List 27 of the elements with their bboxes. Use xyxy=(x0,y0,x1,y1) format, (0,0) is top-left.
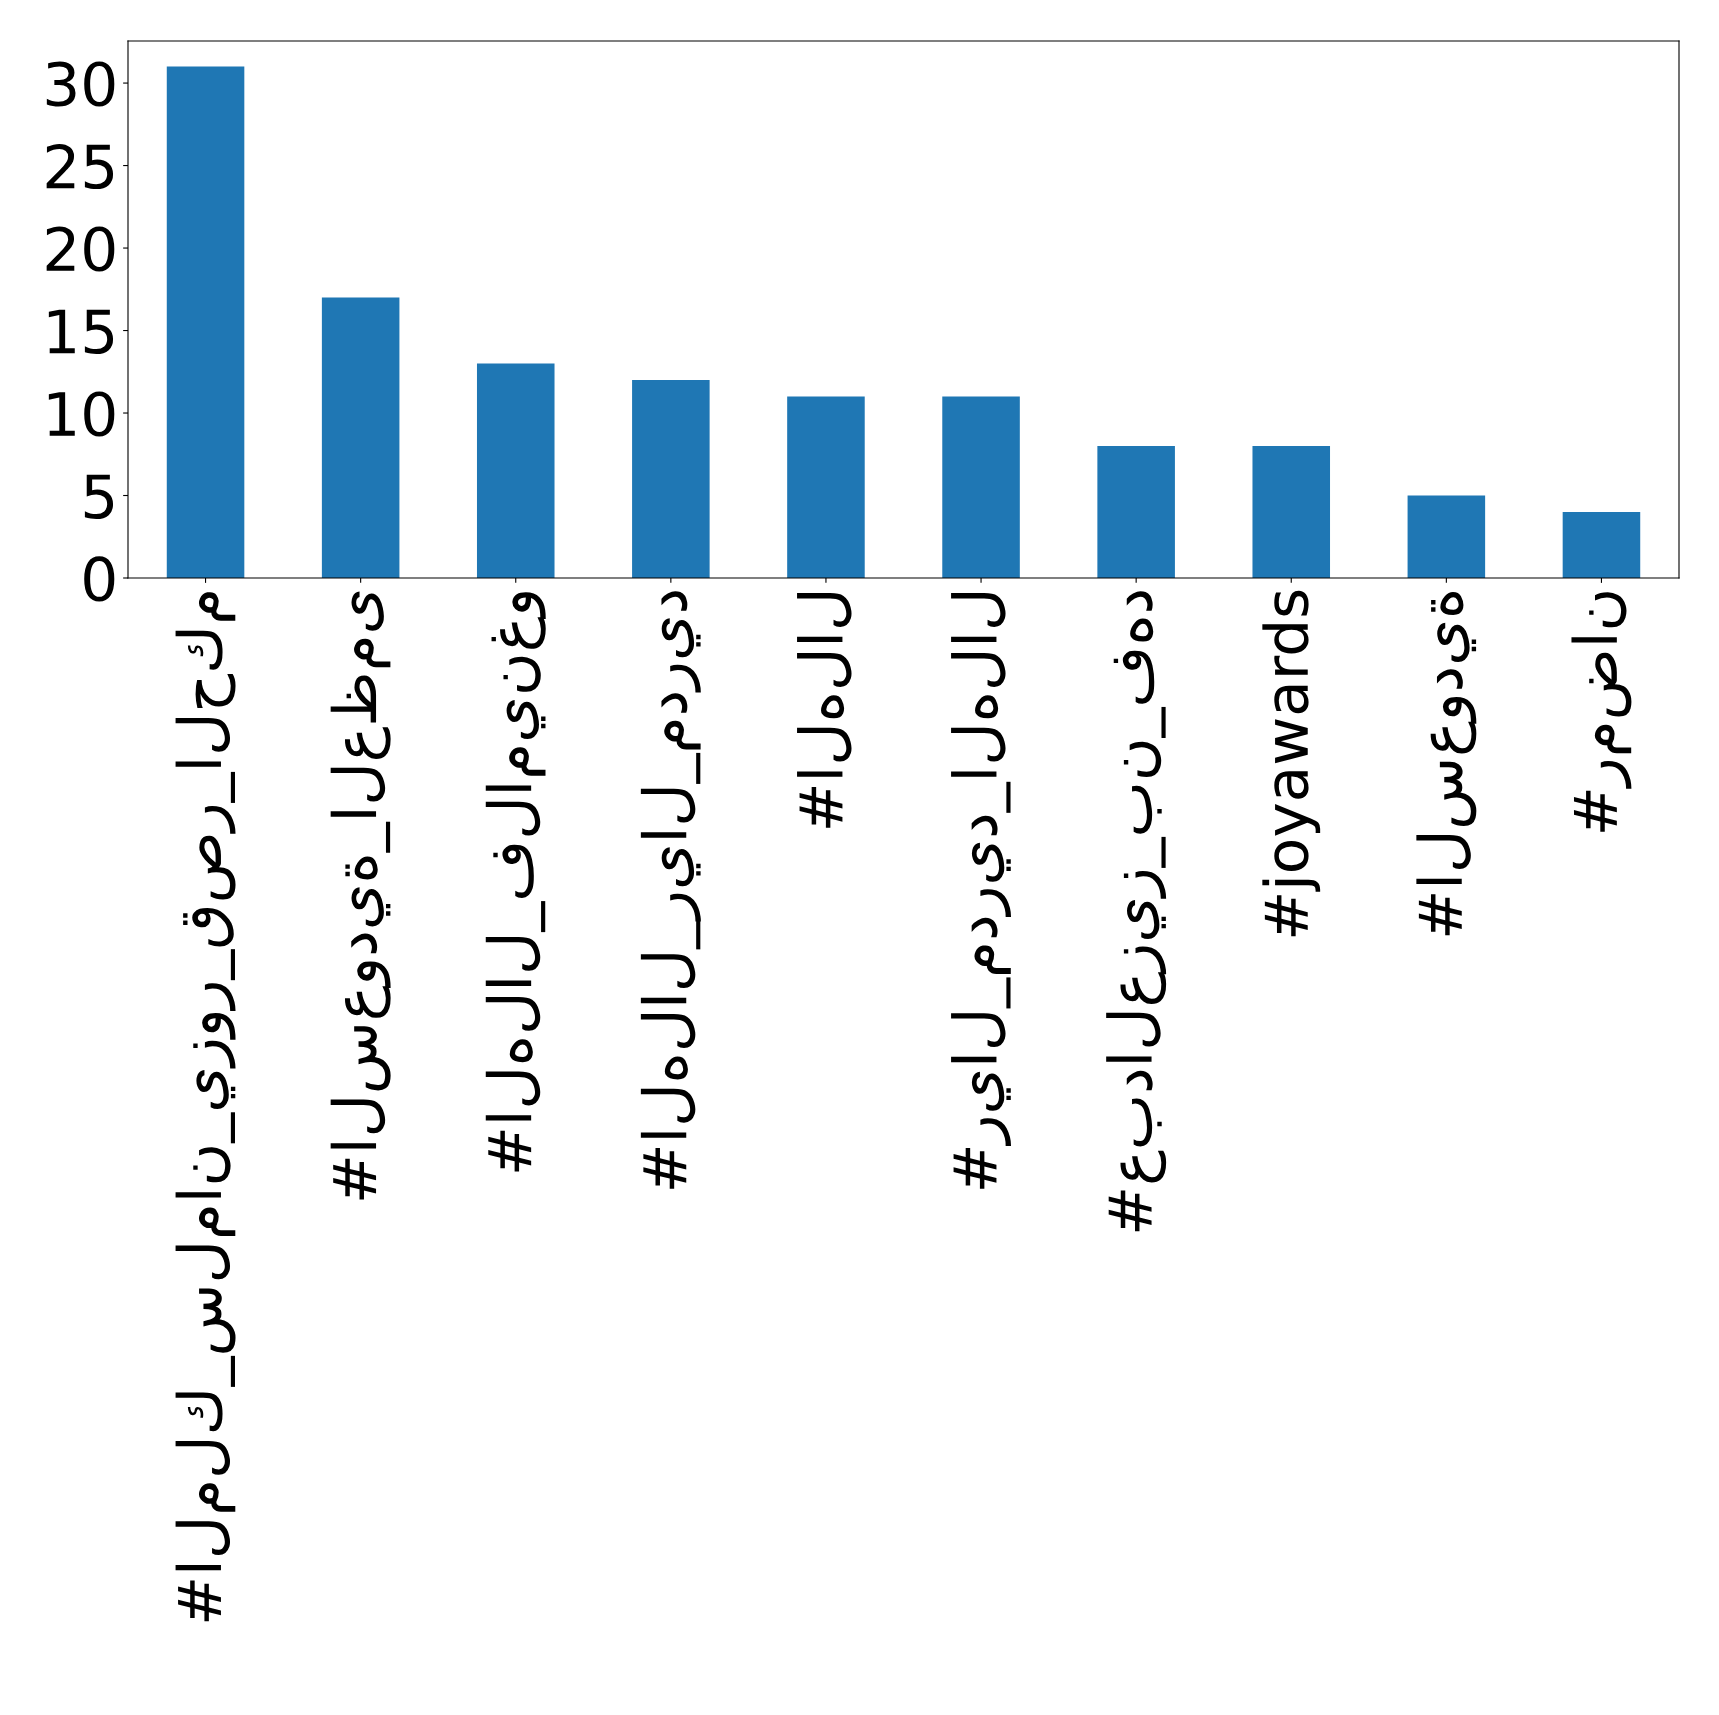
bar xyxy=(632,380,710,578)
x-tick-label: #الملك_سلمان_يزور_قصر_الحكم xyxy=(175,592,236,1622)
x-tick-label: #رمضان xyxy=(1571,592,1632,832)
y-tick-label: 5 xyxy=(84,474,114,520)
bar xyxy=(942,396,1020,578)
bar xyxy=(1097,446,1175,578)
bar xyxy=(1562,512,1641,578)
x-tick-label: #السعودية xyxy=(1416,591,1477,936)
x-tick-label: #الهلال_فلامينغو xyxy=(485,592,546,1172)
x-tick-label: #الهلال xyxy=(797,593,852,828)
x-tick-label: #الهلال_ريال_مدريد xyxy=(640,591,701,1189)
y-tick-label: 30 xyxy=(46,61,115,107)
bar xyxy=(321,297,400,578)
y-tick-label: 25 xyxy=(46,143,114,190)
y-tick-label: 0 xyxy=(84,556,115,602)
y-tick-label: 10 xyxy=(48,391,115,437)
bar xyxy=(166,66,245,578)
bar xyxy=(1407,495,1486,578)
y-tick-label: 15 xyxy=(48,309,114,355)
x-tick-label: #عبدالعزيز_بن_فهد xyxy=(1106,591,1167,1232)
x-tick-label: #السعودية_العظمى xyxy=(330,591,391,1200)
y-tick-label: 20 xyxy=(46,226,115,272)
x-tick-label: #joyawards xyxy=(1262,590,1321,937)
bar xyxy=(787,396,865,578)
bar xyxy=(1252,446,1331,578)
x-tick-label: #ريال_مدريد_الهلال xyxy=(951,593,1012,1189)
bar xyxy=(476,363,555,578)
